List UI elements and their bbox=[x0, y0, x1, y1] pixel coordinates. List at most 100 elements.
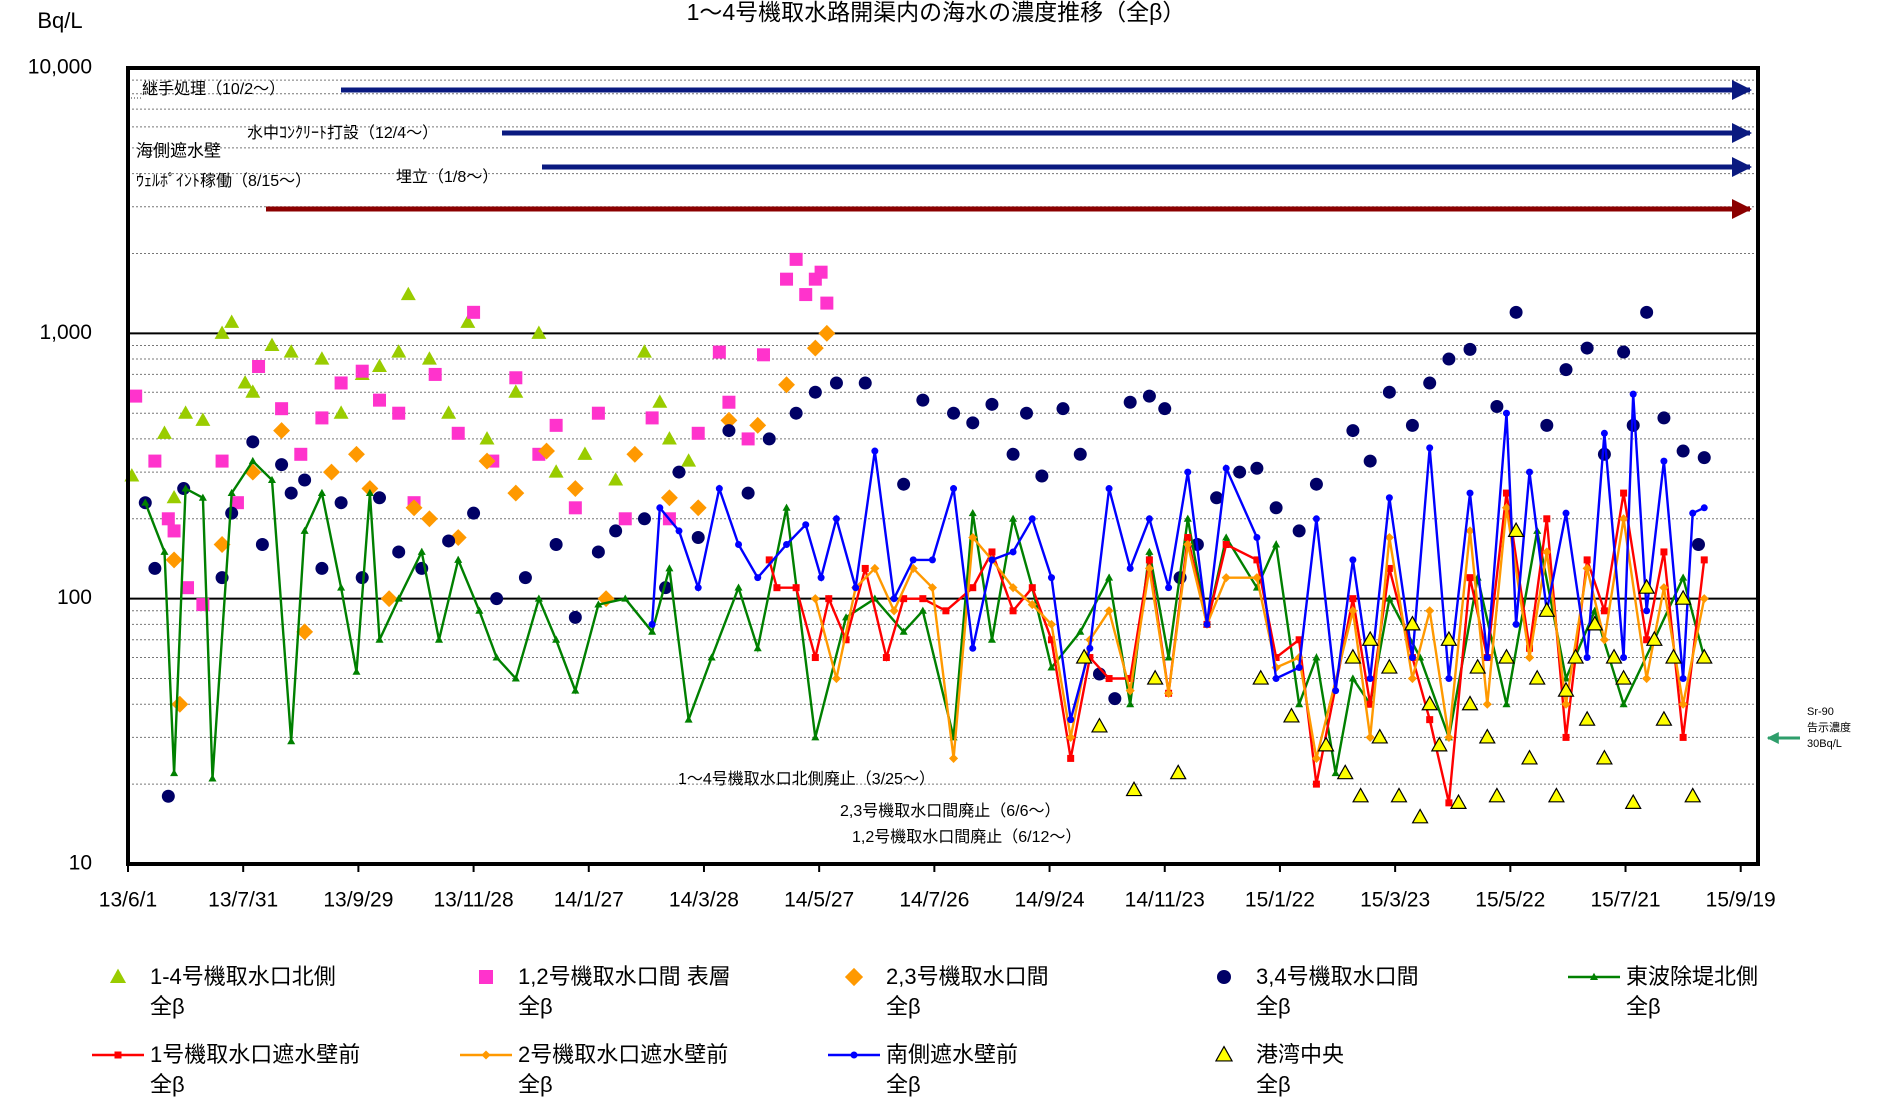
marker bbox=[1380, 658, 1398, 674]
marker bbox=[1146, 669, 1164, 685]
marker bbox=[1027, 600, 1037, 610]
marker bbox=[1253, 556, 1261, 564]
marker bbox=[694, 584, 702, 592]
marker bbox=[782, 503, 791, 511]
marker bbox=[1028, 515, 1036, 523]
marker bbox=[178, 405, 194, 419]
x-tick-label: 15/3/23 bbox=[1360, 889, 1430, 912]
marker bbox=[842, 636, 850, 644]
marker bbox=[1047, 636, 1055, 644]
marker bbox=[608, 472, 624, 486]
marker bbox=[1501, 503, 1512, 513]
marker bbox=[1600, 429, 1608, 437]
marker bbox=[1678, 699, 1688, 709]
marker bbox=[1426, 716, 1434, 724]
legend-marker bbox=[92, 1051, 144, 1059]
marker bbox=[372, 358, 387, 373]
marker bbox=[871, 447, 879, 455]
legend-item: 1-4号機取水口北側 全β bbox=[90, 962, 336, 1022]
marker bbox=[1348, 606, 1358, 616]
marker bbox=[166, 489, 182, 504]
marker bbox=[1292, 524, 1306, 538]
series bbox=[129, 252, 834, 612]
x-tick-label: 14/9/24 bbox=[1015, 889, 1085, 912]
annotation: 埋立（1/8～） bbox=[396, 168, 498, 186]
series bbox=[165, 324, 836, 713]
marker bbox=[148, 454, 162, 468]
marker bbox=[246, 435, 260, 449]
x-tick-label: 15/7/21 bbox=[1590, 889, 1660, 912]
x-tick-label: 14/1/27 bbox=[554, 889, 624, 912]
marker bbox=[1312, 780, 1320, 788]
marker bbox=[479, 431, 495, 445]
marker bbox=[287, 737, 296, 745]
marker bbox=[1645, 630, 1663, 646]
marker bbox=[1086, 644, 1094, 652]
marker bbox=[1524, 652, 1535, 663]
marker bbox=[1559, 363, 1573, 377]
x-tick-label: 14/7/26 bbox=[899, 889, 969, 912]
marker bbox=[1507, 521, 1525, 538]
marker bbox=[672, 465, 686, 479]
marker bbox=[722, 395, 736, 409]
x-tick-label: 13/6/1 bbox=[99, 889, 157, 912]
marker bbox=[909, 556, 917, 564]
marker bbox=[1067, 716, 1075, 724]
marker bbox=[1105, 675, 1113, 683]
marker bbox=[765, 556, 773, 564]
marker bbox=[1028, 584, 1036, 592]
x-tick-label: 13/7/31 bbox=[208, 889, 278, 912]
series-line bbox=[650, 394, 1705, 720]
marker bbox=[1538, 601, 1556, 617]
marker bbox=[1346, 424, 1360, 438]
marker bbox=[1366, 675, 1374, 683]
marker bbox=[1478, 728, 1496, 744]
marker bbox=[1526, 468, 1534, 476]
marker bbox=[591, 406, 605, 420]
marker bbox=[749, 416, 767, 434]
y-axis-label: Bq/L bbox=[37, 8, 82, 33]
marker bbox=[1640, 305, 1654, 319]
marker bbox=[1445, 675, 1453, 683]
marker bbox=[1449, 793, 1467, 809]
marker bbox=[1253, 534, 1261, 542]
marker bbox=[1073, 447, 1087, 461]
marker bbox=[1076, 627, 1085, 635]
marker bbox=[361, 480, 379, 498]
marker bbox=[1008, 583, 1018, 593]
legend-item: 2,3号機取水口間 全β bbox=[826, 962, 1049, 1022]
marker bbox=[1521, 749, 1539, 765]
marker bbox=[1605, 648, 1623, 664]
marker bbox=[337, 583, 346, 591]
marker bbox=[1125, 686, 1135, 696]
marker bbox=[1526, 644, 1534, 652]
marker bbox=[1562, 509, 1570, 517]
marker bbox=[1567, 648, 1585, 664]
marker bbox=[691, 531, 705, 545]
annotation: 告示濃度 bbox=[1807, 720, 1851, 734]
legend-label: 東波除堤北側 全β bbox=[1626, 964, 1759, 1019]
marker bbox=[1203, 620, 1211, 628]
marker bbox=[1440, 630, 1458, 646]
marker bbox=[810, 594, 820, 604]
marker bbox=[1222, 464, 1230, 472]
marker bbox=[1643, 607, 1651, 615]
marker bbox=[966, 416, 980, 430]
marker bbox=[1465, 526, 1475, 536]
marker bbox=[1425, 606, 1435, 616]
marker bbox=[1142, 389, 1156, 403]
marker bbox=[1615, 669, 1633, 685]
series bbox=[1075, 521, 1713, 824]
marker bbox=[1344, 648, 1362, 664]
marker bbox=[1547, 787, 1565, 803]
marker bbox=[661, 431, 677, 445]
marker bbox=[141, 498, 150, 506]
marker bbox=[1583, 556, 1591, 564]
marker bbox=[428, 367, 442, 381]
marker bbox=[1365, 732, 1375, 742]
legend-item: 3,4号機取水口間 全β bbox=[1196, 962, 1419, 1022]
marker bbox=[165, 551, 183, 569]
marker bbox=[181, 581, 195, 595]
marker bbox=[1047, 574, 1055, 582]
marker bbox=[689, 499, 707, 517]
